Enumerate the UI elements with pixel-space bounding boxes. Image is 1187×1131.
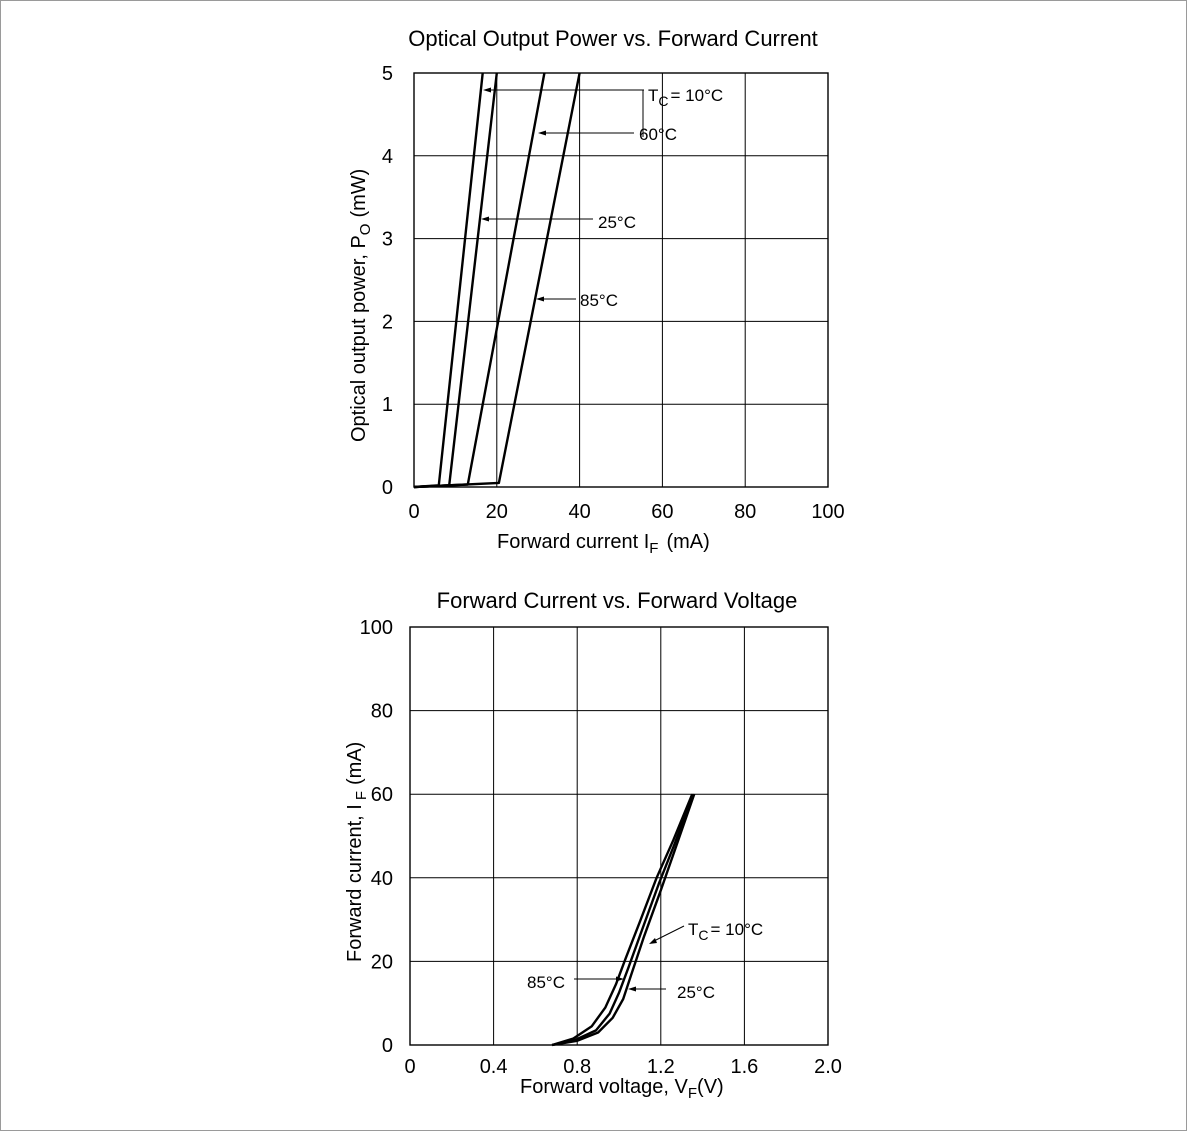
y-tick-label: 100	[360, 617, 393, 639]
chart1-annotation-60c: 60°C	[538, 125, 677, 144]
chart1-title: Optical Output Power vs. Forward Current	[408, 26, 818, 51]
y-tick-label: 80	[371, 701, 393, 723]
series-line-1	[413, 72, 498, 489]
chart2-x-ticks: 0 0.4 0.8 1.2 1.6 2.0	[404, 1056, 841, 1078]
series-line-2	[413, 72, 546, 489]
svg-text:TC= 10°C: TC = 10°C	[648, 86, 723, 109]
y-tick-label: 20	[371, 951, 393, 973]
x-tick-label: 1.6	[730, 1056, 758, 1078]
chart2-series	[551, 793, 696, 1047]
y-tick-label: 0	[382, 477, 393, 499]
chart1-x-ticks: 0 20 40 60 80 100	[408, 501, 844, 523]
plot-area-border	[409, 626, 829, 1046]
chart1-annotation-85c: 85°C	[536, 291, 618, 310]
x-tick-label: 0.4	[480, 1056, 508, 1078]
y-tick-label: 40	[371, 868, 393, 890]
chart-optical-power: Optical Output Power vs. Forward Current…	[348, 26, 845, 557]
y-tick-label: 3	[382, 229, 393, 251]
series-line-2	[551, 793, 694, 1047]
chart2-x-label: Forward voltage, VF(V)	[520, 1076, 724, 1102]
x-tick-label: 100	[811, 501, 844, 523]
svg-text:85°C: 85°C	[580, 291, 618, 310]
chart2-y-label: Forward current, IF(mA)	[344, 742, 370, 962]
series-line-3	[413, 72, 581, 489]
chart-forward-current: Forward Current vs. Forward Voltage 0 0.4…	[344, 588, 842, 1102]
y-tick-label: 2	[382, 311, 393, 333]
plot-area-border	[413, 72, 829, 488]
chart1-annotation-10c: TC = 10°C	[483, 86, 723, 137]
chart1-y-label: Optical output power, PO(mW)	[348, 169, 374, 442]
x-tick-label: 60	[651, 501, 673, 523]
x-tick-label: 80	[734, 501, 756, 523]
x-tick-label: 2.0	[814, 1056, 842, 1078]
y-tick-label: 5	[382, 63, 393, 85]
chart1-x-label: Forward current IF (mA)	[497, 531, 710, 557]
series-line-1	[551, 793, 695, 1047]
y-tick-label: 1	[382, 394, 393, 416]
x-tick-label: 0	[408, 501, 419, 523]
chart1-series	[413, 72, 581, 489]
chart2-annotation-85c: 85°C	[527, 973, 624, 992]
y-tick-label: 4	[382, 146, 393, 168]
chart1-annotation-25c: 25°C	[481, 213, 636, 232]
y-tick-label: 0	[382, 1035, 393, 1057]
svg-text:85°C: 85°C	[527, 973, 565, 992]
y-tick-label: 60	[371, 784, 393, 806]
chart1-y-ticks: 0 1 2 3 4 5	[382, 63, 393, 499]
series-line-0	[551, 793, 696, 1047]
svg-text:25°C: 25°C	[598, 213, 636, 232]
svg-text:TC= 10°C: TC = 10°C	[688, 920, 763, 943]
svg-text:25°C: 25°C	[677, 983, 715, 1002]
x-tick-label: 20	[486, 501, 508, 523]
x-tick-label: 0.8	[563, 1056, 591, 1078]
chart2-grid	[409, 626, 829, 1046]
chart2-y-ticks: 0 20 40 60 80 100	[360, 617, 393, 1057]
x-tick-label: 1.2	[647, 1056, 675, 1078]
chart2-annotation-10c: TC = 10°C	[649, 920, 763, 944]
x-tick-label: 40	[568, 501, 590, 523]
chart2-annotation-25c: 25°C	[628, 983, 715, 1002]
chart2-title: Forward Current vs. Forward Voltage	[437, 588, 798, 613]
x-tick-label: 0	[404, 1056, 415, 1078]
svg-text:60°C: 60°C	[639, 125, 677, 144]
